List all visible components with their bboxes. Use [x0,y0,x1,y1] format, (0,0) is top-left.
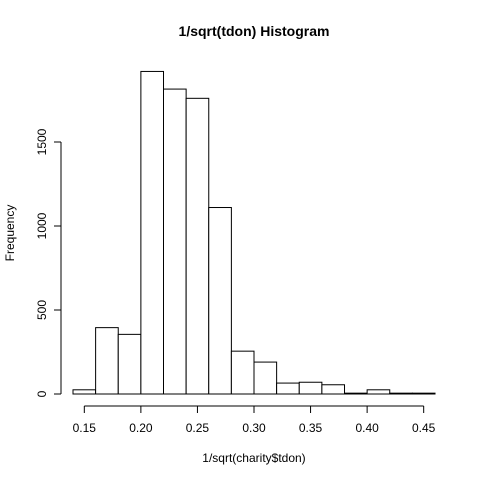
histogram-bar [412,393,435,394]
chart-title: 1/sqrt(tdon) Histogram [179,23,330,39]
y-tick-label: 1000 [35,212,49,239]
x-tick-label: 0.25 [186,421,210,435]
x-tick-label: 0.20 [129,421,153,435]
histogram-bar [209,208,232,394]
histogram-bar [96,328,119,394]
y-tick-label: 1500 [35,128,49,155]
histogram-bar [390,393,413,394]
y-axis-label: Frequency [3,205,17,262]
x-axis: 0.15 0.20 0.25 0.30 0.35 0.40 0.45 [73,406,436,435]
histogram-bar [164,89,187,394]
bars-group [73,71,435,394]
histogram-bar [299,382,322,394]
x-tick-label: 0.15 [73,421,97,435]
histogram-bar [367,390,390,394]
x-tick-label: 0.30 [242,421,266,435]
histogram-bar [186,98,209,394]
histogram-bar [322,385,345,394]
histogram-bar [254,362,277,394]
histogram-bar [118,334,141,394]
histogram-bar [345,393,368,394]
histogram-bar [231,351,254,394]
histogram-bar [277,383,300,394]
histogram-bar [73,390,96,394]
y-tick-label: 500 [35,300,49,320]
histogram-bar [141,71,164,394]
x-axis-label: 1/sqrt(charity$tdon) [202,451,305,465]
y-tick-label: 0 [35,390,49,397]
x-tick-label: 0.35 [299,421,323,435]
x-tick-label: 0.45 [412,421,436,435]
y-axis: 0 500 1000 1500 [35,128,61,397]
x-tick-label: 0.40 [355,421,379,435]
